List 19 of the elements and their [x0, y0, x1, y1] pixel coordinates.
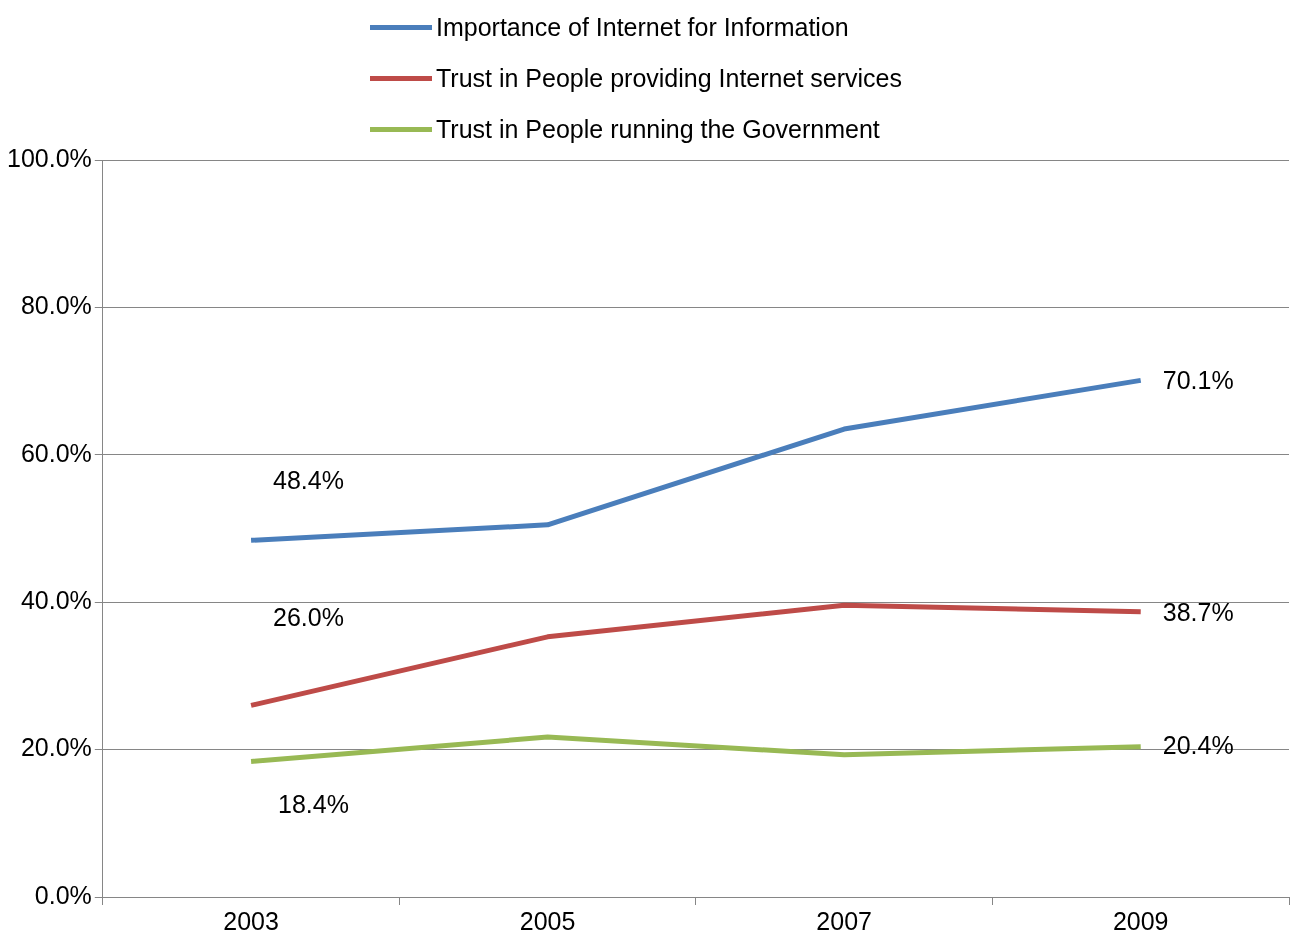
y-tick-label: 60.0%	[20, 438, 92, 467]
x-tick-label: 2009	[1112, 906, 1169, 935]
y-tick-label: 40.0%	[20, 586, 92, 615]
y-tick-label: 80.0%	[20, 291, 92, 320]
data-label: 18.4%	[278, 790, 349, 819]
x-tick-label: 2003	[223, 906, 279, 935]
data-label: 26.0%	[273, 603, 344, 632]
legend-label: Trust in People providing Internet services	[436, 64, 902, 93]
data-label: 20.4%	[1162, 730, 1234, 759]
legend-label: Importance of Internet for Information	[436, 13, 849, 42]
x-tick-label: 2005	[519, 906, 576, 935]
data-label: 48.4%	[273, 466, 344, 495]
x-tick-label: 2007	[816, 906, 872, 935]
y-tick-label: 20.0%	[20, 733, 92, 762]
data-label: 38.7%	[1162, 597, 1234, 626]
data-label: 70.1%	[1162, 366, 1234, 395]
y-tick-label: 100.0%	[6, 143, 92, 172]
legend-label: Trust in People running the Government	[436, 115, 880, 144]
y-tick-label: 0.0%	[34, 880, 92, 909]
